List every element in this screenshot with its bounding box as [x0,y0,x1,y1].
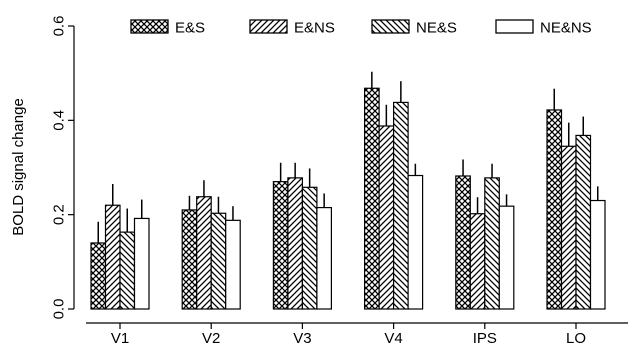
bar [225,219,241,310]
bar [589,199,606,310]
legend-swatch [371,19,410,34]
x-tick-label: V4 [384,330,402,347]
bar [181,209,198,310]
bar [393,101,409,310]
bar [287,177,303,310]
x-tick-label: V3 [293,330,311,347]
y-tick-label: 0.4 [50,110,67,131]
bar [301,186,318,310]
bar [196,196,212,310]
x-tick-label: V2 [202,330,220,347]
x-tick-label: IPS [473,330,497,347]
bar [498,205,515,310]
bar [90,242,107,310]
legend-label: E&NS [294,20,335,37]
legend-swatch [249,19,288,34]
bar [484,177,500,310]
x-tick-label: V1 [111,330,129,347]
bar [272,181,289,310]
bar [378,125,395,310]
bar [469,213,486,310]
bar [560,145,577,310]
legend-swatch [130,19,169,34]
bar [575,134,592,310]
x-ticks: V1 V2 V3 V4 IPS LO [111,323,586,347]
y-tick-label: 0.6 [50,16,67,37]
legend-swatch [495,19,534,34]
y-ticks: 0.0 0.2 0.4 0.6 [50,16,74,320]
bar [316,206,332,310]
legend-label: NE&NS [540,20,592,37]
y-axis-title: BOLD signal change [10,98,27,236]
x-tick-label: LO [566,330,586,347]
y-tick-label: 0.0 [50,299,67,320]
bar [364,87,380,310]
bar [455,175,471,310]
bars [90,71,606,310]
legend-label: NE&S [416,20,457,37]
legend: E&S E&NS NE&S NE&NS [130,19,592,37]
y-tick-label: 0.2 [50,204,67,225]
bar [407,174,424,310]
bar [104,204,121,310]
bar [546,109,563,310]
bar [119,231,136,310]
bar [210,212,227,310]
legend-label: E&S [175,20,205,37]
bar [133,217,150,310]
